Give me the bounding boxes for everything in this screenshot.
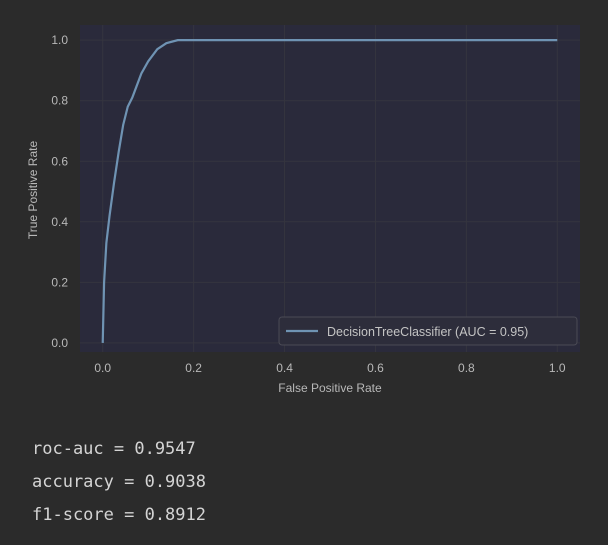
plot-area — [80, 25, 580, 352]
legend: DecisionTreeClassifier (AUC = 0.95) — [278, 316, 578, 346]
y-tick-label: 0.4 — [51, 215, 68, 229]
y-tick-label: 0.8 — [51, 94, 68, 108]
legend-box — [278, 316, 578, 346]
legend-label: DecisionTreeClassifier (AUC = 0.95) — [327, 325, 528, 339]
x-tick-label: 0.4 — [276, 361, 293, 375]
y-tick-label: 0.6 — [51, 154, 68, 168]
roc-chart: 0.0 0.2 0.4 0.6 0.8 1.0 0.0 0.2 0.4 0.6 0.8 1.0 Fal… — [26, 25, 580, 395]
x-tick-label: 0.0 — [94, 361, 111, 375]
metrics-output: roc-auc = 0.9547 accuracy = 0.9038 f1-sc… — [32, 433, 206, 532]
x-tick-label: 0.6 — [367, 361, 384, 375]
f1-score-metric: f1-score = 0.8912 — [32, 505, 206, 525]
roc-auc-metric: roc-auc = 0.9547 — [32, 439, 196, 459]
grid-lines — [80, 25, 580, 352]
axis-ticks: 0.0 0.2 0.4 0.6 0.8 1.0 0.0 0.2 0.4 0.6 0.8 1.0 — [51, 33, 566, 375]
y-tick-label: 1.0 — [51, 33, 68, 47]
roc-curve-line — [101, 39, 558, 343]
y-axis-label: True Positive Rate — [26, 141, 40, 240]
x-tick-label: 0.8 — [458, 361, 475, 375]
y-tick-label: 0.0 — [51, 336, 68, 350]
accuracy-metric: accuracy = 0.9038 — [32, 472, 206, 492]
y-tick-label: 0.2 — [51, 275, 68, 289]
x-axis-label: False Positive Rate — [278, 381, 382, 395]
x-tick-label: 0.2 — [185, 361, 202, 375]
x-tick-label: 1.0 — [549, 361, 566, 375]
